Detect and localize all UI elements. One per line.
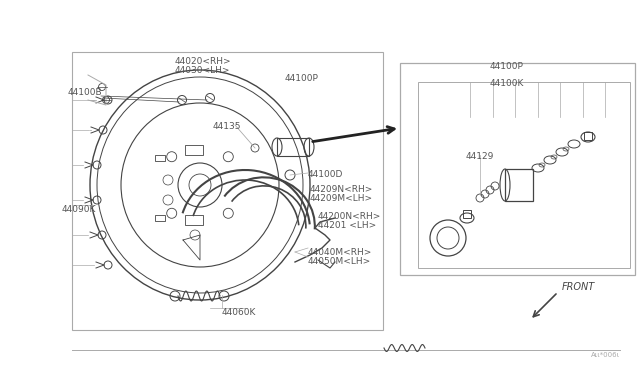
Text: 44100P: 44100P bbox=[285, 74, 319, 83]
Text: 44129: 44129 bbox=[466, 152, 494, 161]
Bar bbox=[418, 82, 630, 268]
Bar bbox=[277, 138, 309, 156]
Bar bbox=[505, 169, 533, 201]
Text: 44100K: 44100K bbox=[490, 79, 524, 88]
Text: Aιι*006ι: Aιι*006ι bbox=[591, 352, 620, 358]
Bar bbox=[584, 132, 592, 140]
Bar bbox=[185, 145, 203, 155]
Text: 44100P: 44100P bbox=[490, 62, 524, 71]
Bar bbox=[155, 215, 165, 221]
Bar bbox=[72, 52, 383, 330]
Bar bbox=[155, 155, 165, 161]
Text: 44050M<LH>: 44050M<LH> bbox=[308, 257, 371, 266]
Text: FRONT: FRONT bbox=[562, 282, 595, 292]
Text: 44209M<LH>: 44209M<LH> bbox=[310, 194, 373, 203]
Bar bbox=[400, 63, 635, 275]
Text: 44209N<RH>: 44209N<RH> bbox=[310, 185, 373, 194]
Text: 44020<RH>: 44020<RH> bbox=[175, 57, 232, 66]
Bar bbox=[185, 215, 203, 225]
Text: 44060K: 44060K bbox=[222, 308, 257, 317]
Bar bbox=[463, 210, 471, 218]
Text: 44090K: 44090K bbox=[62, 205, 97, 214]
Text: 44030<LH>: 44030<LH> bbox=[175, 66, 230, 75]
Text: 44100D: 44100D bbox=[308, 170, 344, 179]
Text: 44201 <LH>: 44201 <LH> bbox=[318, 221, 376, 230]
Text: 44040M<RH>: 44040M<RH> bbox=[308, 248, 372, 257]
Text: 44100B: 44100B bbox=[68, 88, 102, 97]
Text: 44200N<RH>: 44200N<RH> bbox=[318, 212, 381, 221]
Text: 44135: 44135 bbox=[213, 122, 241, 131]
